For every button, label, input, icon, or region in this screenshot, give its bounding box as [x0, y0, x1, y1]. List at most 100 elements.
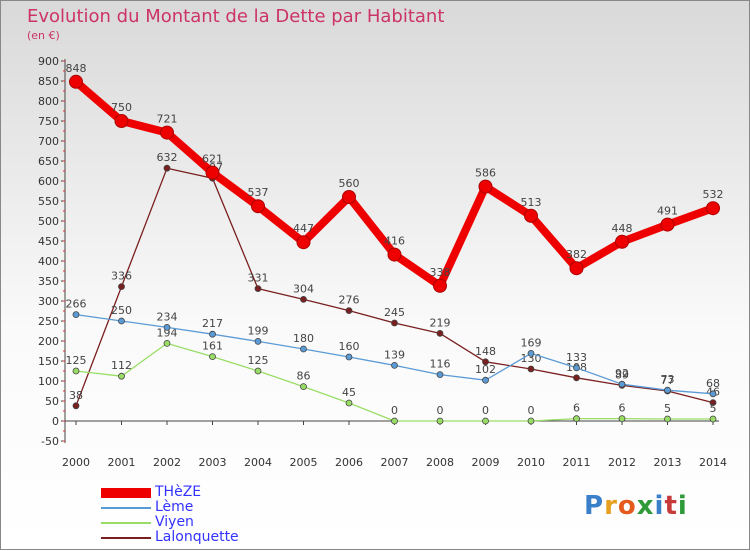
data-point-thèze — [205, 165, 220, 180]
legend-label-lalonquette: Lalonquette — [155, 529, 239, 545]
data-point-lalonquette — [72, 402, 80, 410]
data-point-viyen — [573, 415, 580, 423]
y-tick-label: 200 — [38, 335, 59, 348]
data-label-lème: 116 — [430, 358, 451, 371]
chart-unit-label: (en €) — [27, 29, 60, 42]
y-tick-label: 500 — [38, 215, 59, 228]
data-label-thèze: 513 — [521, 196, 542, 209]
data-point-thèze — [160, 125, 174, 140]
logo-letter: i — [654, 491, 665, 521]
data-label-thèze: 448 — [612, 222, 633, 235]
y-tick-label: -50 — [41, 435, 59, 448]
data-label-lème: 266 — [66, 298, 87, 311]
data-point-viyen — [436, 417, 444, 425]
data-point-thèze — [251, 199, 265, 214]
data-label-thèze: 721 — [157, 113, 178, 126]
data-label-viyen: 0 — [391, 404, 398, 417]
data-label-lalonquette: 331 — [248, 272, 269, 285]
data-label-lalonquette: 89 — [615, 368, 629, 381]
data-point-viyen — [618, 415, 626, 423]
data-label-viyen: 5 — [664, 402, 671, 415]
y-tick-label: 650 — [38, 155, 59, 168]
y-tick-label: 850 — [38, 75, 59, 88]
data-label-thèze: 560 — [339, 177, 360, 190]
data-point-thèze — [296, 235, 311, 250]
data-point-viyen — [163, 339, 171, 347]
legend-swatch-viyen — [101, 521, 151, 524]
data-point-thèze — [615, 234, 629, 249]
data-point-thèze — [433, 278, 447, 293]
logo-letter: x — [636, 491, 655, 521]
x-tick-label: 2013 — [654, 456, 682, 469]
data-label-lème: 68 — [706, 377, 720, 390]
x-tick-label: 2000 — [62, 456, 90, 469]
y-tick-label: 300 — [38, 295, 59, 308]
data-label-viyen: 86 — [297, 370, 311, 383]
data-label-lalonquette: 148 — [475, 345, 496, 358]
data-label-lème: 180 — [293, 332, 314, 345]
y-tick-label: 50 — [45, 395, 59, 408]
legend-label-viyen: Viyen — [155, 514, 194, 530]
data-label-thèze: 537 — [248, 186, 269, 199]
legend-item-viyen: Viyen — [101, 515, 239, 530]
data-label-lème: 92 — [615, 367, 629, 380]
legend-label-theze: THèZE — [155, 484, 202, 500]
data-point-lème — [618, 380, 626, 388]
data-label-viyen: 112 — [111, 359, 132, 372]
data-point-thèze — [524, 208, 538, 223]
data-point-lalonquette — [345, 307, 353, 315]
y-tick-label: 900 — [38, 55, 59, 68]
y-tick-label: 600 — [38, 175, 59, 188]
data-point-viyen — [482, 417, 489, 425]
data-label-thèze: 338 — [430, 266, 451, 279]
data-point-lalonquette — [163, 164, 171, 172]
data-point-viyen — [345, 399, 353, 407]
data-label-lème: 102 — [475, 363, 496, 376]
data-point-thèze — [387, 247, 402, 262]
x-tick-label: 2009 — [472, 456, 500, 469]
data-label-viyen: 6 — [573, 402, 580, 415]
data-point-viyen — [254, 367, 262, 375]
chart-legend: THèZE Lème Viyen Lalonquette — [101, 485, 239, 545]
y-tick-label: 0 — [52, 415, 59, 428]
data-label-thèze: 382 — [566, 248, 587, 261]
data-label-thèze: 586 — [475, 167, 496, 180]
data-label-thèze: 848 — [66, 62, 87, 75]
legend-item-theze: THèZE — [101, 485, 239, 500]
y-tick-label: 750 — [38, 115, 59, 128]
data-point-lème — [254, 337, 262, 345]
data-label-viyen: 0 — [482, 404, 489, 417]
data-point-viyen — [527, 417, 535, 425]
legend-swatch-theze — [101, 487, 151, 498]
data-point-lalonquette — [254, 285, 262, 293]
y-tick-label: 350 — [38, 275, 59, 288]
data-point-lème — [573, 364, 580, 372]
legend-label-leme: Lème — [155, 499, 194, 515]
x-tick-label: 2002 — [153, 456, 181, 469]
x-tick-label: 2014 — [699, 456, 727, 469]
x-tick-label: 2001 — [108, 456, 136, 469]
y-tick-label: 150 — [38, 355, 59, 368]
y-tick-label: 100 — [38, 375, 59, 388]
data-label-lalonquette: 276 — [339, 294, 360, 307]
data-label-thèze: 750 — [111, 101, 132, 114]
data-point-thèze — [69, 74, 83, 89]
data-label-lème: 139 — [384, 348, 405, 361]
data-point-lème — [72, 311, 80, 319]
x-tick-label: 2004 — [244, 456, 272, 469]
data-point-thèze — [706, 201, 720, 216]
data-point-lalonquette — [391, 319, 398, 327]
data-point-lème — [345, 353, 353, 361]
data-point-viyen — [209, 353, 216, 361]
logo-letter: r — [604, 491, 618, 521]
data-label-lalonquette: 632 — [157, 151, 178, 164]
data-point-lème — [118, 317, 125, 325]
data-label-lème: 234 — [157, 310, 178, 323]
data-label-viyen: 161 — [202, 340, 223, 353]
data-label-lalonquette: 304 — [293, 282, 314, 295]
data-label-viyen: 0 — [437, 404, 444, 417]
logo-letter: o — [617, 491, 637, 521]
data-point-viyen — [709, 415, 717, 423]
data-label-lalonquette: 77 — [661, 374, 675, 387]
